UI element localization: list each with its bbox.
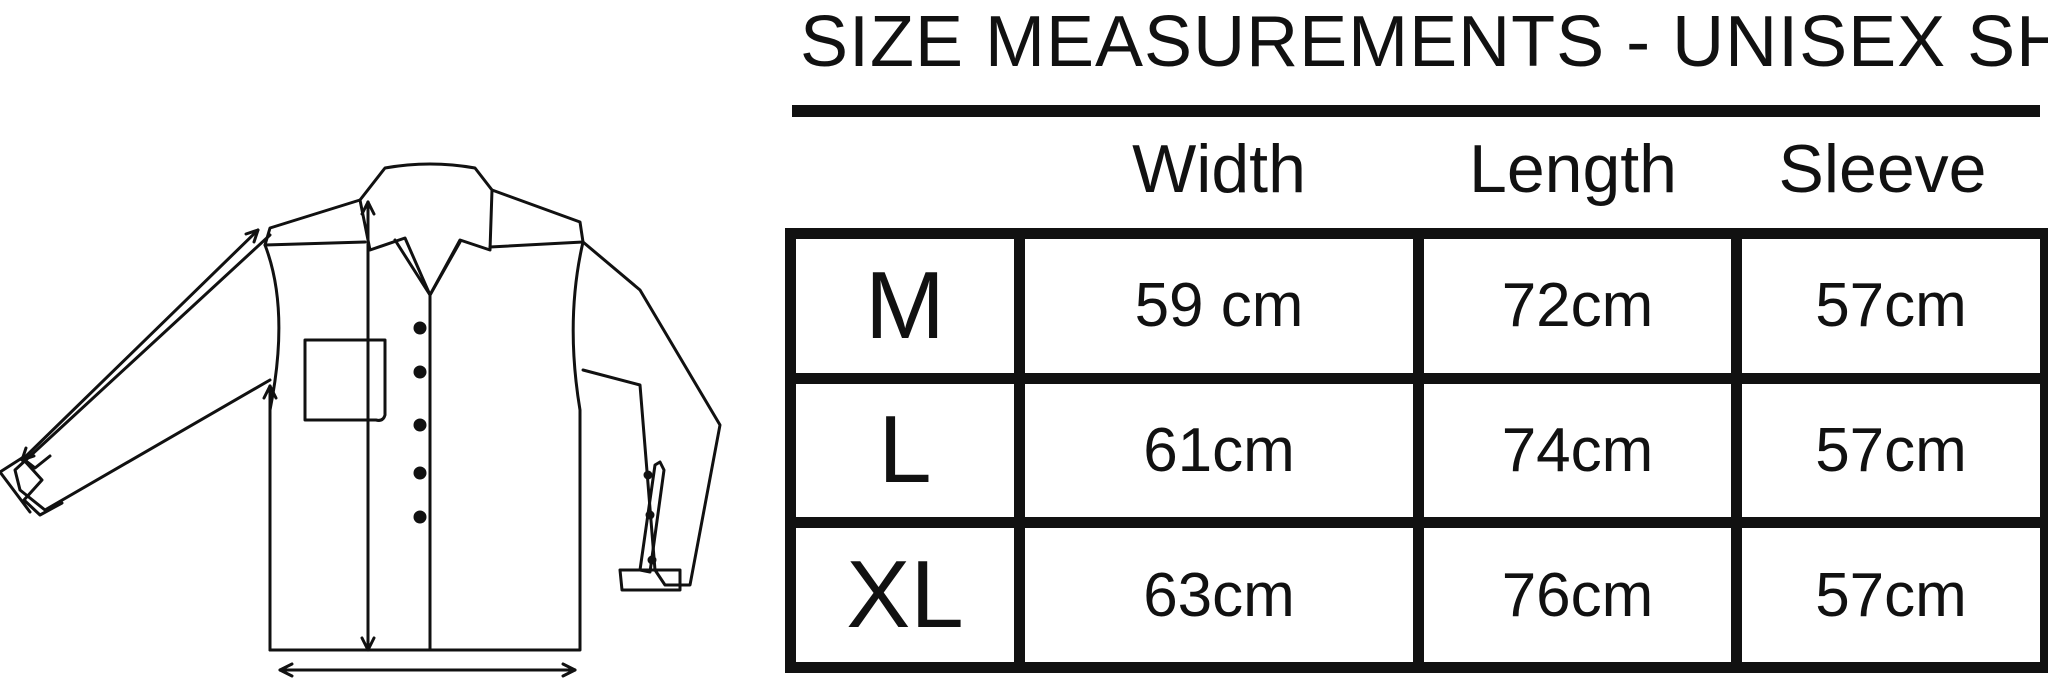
collar	[358, 162, 494, 297]
right-sleeve	[581, 240, 722, 587]
sleeve-value: 57cm	[1731, 228, 2048, 384]
size-label: M	[785, 228, 1025, 384]
page-title: SIZE MEASUREMENTS - UNISEX SHIRT	[800, 2, 2048, 82]
right-shoulder	[488, 188, 585, 249]
sleeve-measure-arrow	[20, 228, 260, 462]
table-row: M 59 cm 72cm 57cm	[785, 228, 2048, 384]
left-sleeve	[13, 233, 272, 512]
table-row: XL 63cm 76cm 57cm	[785, 517, 2048, 673]
size-label: XL	[785, 517, 1025, 673]
size-table: M 59 cm 72cm 57cm L 61cm 74cm 57cm XL 63…	[785, 228, 2048, 673]
side-arrowhead	[262, 384, 278, 400]
button-dot	[413, 466, 427, 480]
length-value: 76cm	[1413, 517, 1742, 673]
size-label: L	[785, 372, 1025, 529]
cuff-button	[643, 470, 653, 480]
sleeve-value: 57cm	[1731, 517, 2048, 673]
length-arrowhead	[360, 200, 376, 652]
column-header-length: Length	[1469, 131, 1677, 207]
column-header-sleeve: Sleeve	[1778, 131, 1987, 207]
width-value: 59 cm	[1014, 228, 1424, 384]
sleeve-arrowhead	[20, 228, 260, 462]
cuff-button	[647, 555, 657, 565]
chest-pocket	[303, 338, 387, 422]
cuff-button	[645, 510, 655, 520]
button-dot	[413, 418, 427, 432]
right-cuff	[618, 460, 682, 592]
length-value: 74cm	[1413, 372, 1742, 529]
button-dot	[413, 365, 427, 379]
width-value: 61cm	[1014, 372, 1424, 529]
left-shoulder	[263, 198, 367, 247]
sleeve-value: 57cm	[1731, 372, 2048, 529]
button-dot	[413, 321, 427, 335]
button-dot	[413, 510, 427, 524]
width-arrowhead	[278, 662, 577, 678]
shirt-diagram	[0, 150, 730, 678]
column-header-width: Width	[1132, 131, 1306, 207]
left-cuff-detail	[20, 454, 52, 470]
length-value: 72cm	[1413, 228, 1742, 384]
width-value: 63cm	[1014, 517, 1424, 673]
table-row: L 61cm 74cm 57cm	[785, 372, 2048, 529]
left-cuff	[0, 456, 64, 517]
title-divider	[792, 105, 2040, 117]
shirt-body	[263, 240, 585, 652]
